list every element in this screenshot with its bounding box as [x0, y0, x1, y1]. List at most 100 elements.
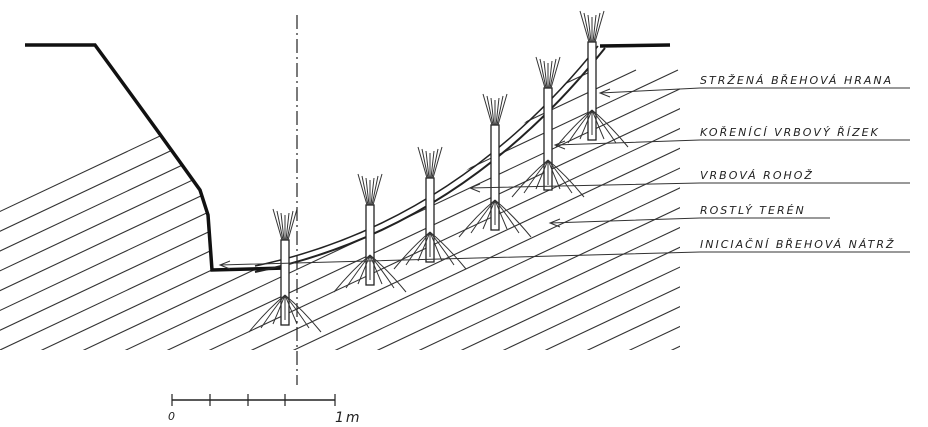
shoot	[543, 60, 548, 89]
root	[458, 199, 496, 238]
root	[547, 159, 585, 198]
hatch-line	[439, 69, 680, 350]
willow-mat	[254, 47, 606, 273]
root	[429, 231, 455, 266]
root	[591, 109, 605, 140]
shoot	[486, 95, 494, 126]
hatch-line	[103, 69, 680, 350]
shoot	[496, 95, 504, 126]
hatch-line	[776, 70, 928, 400]
root	[417, 231, 431, 262]
root	[591, 109, 617, 144]
shoot	[365, 177, 370, 206]
root	[272, 294, 286, 325]
shoot	[430, 150, 435, 179]
shoot	[280, 212, 285, 241]
root	[591, 109, 629, 148]
hatching	[0, 69, 928, 400]
label: VRBOVÁ ROHOŽ	[700, 169, 814, 182]
root	[393, 231, 431, 270]
stakes	[248, 10, 629, 333]
hatch-line	[0, 69, 469, 350]
scale-start: 0	[168, 410, 177, 423]
shoot	[417, 146, 428, 179]
root	[567, 109, 593, 144]
shoot	[593, 12, 601, 43]
label: KOŘENÍCÍ VRBOVÝ ŘÍZEK	[700, 126, 880, 139]
hatch-line	[355, 69, 680, 350]
shoot	[425, 150, 430, 179]
shoot	[361, 175, 369, 206]
label: STRŽENÁ BŘEHOVÁ HRANA	[700, 74, 893, 87]
shoot	[579, 10, 590, 43]
scale-end: 1m	[335, 410, 362, 426]
hatch-line	[0, 69, 343, 350]
root	[284, 294, 298, 325]
shoot	[287, 208, 298, 241]
shoot	[372, 173, 383, 206]
hatch-line	[0, 69, 427, 350]
hatch-line	[734, 70, 928, 400]
shoot	[587, 14, 592, 43]
hatch-line	[0, 69, 553, 350]
shoot	[421, 148, 429, 179]
hatch-line	[692, 70, 928, 400]
leaders: STRŽENÁ BŘEHOVÁ HRANA KOŘENÍCÍ VRBOVÝ ŘÍZ…	[218, 74, 910, 270]
leader-line	[219, 251, 910, 266]
shoot	[497, 93, 508, 126]
shoot	[550, 56, 561, 89]
root	[345, 254, 371, 289]
leader-line	[554, 139, 910, 146]
hatch-line	[397, 69, 680, 350]
bank-top	[599, 43, 671, 48]
root	[429, 231, 467, 270]
root	[284, 294, 310, 329]
root	[357, 254, 371, 285]
scale-ticks	[171, 394, 336, 406]
shoot	[539, 58, 547, 89]
shoot	[370, 177, 375, 206]
root	[547, 159, 573, 194]
shoot	[592, 14, 597, 43]
shoot	[490, 97, 495, 126]
shoot	[371, 175, 379, 206]
root	[523, 159, 549, 194]
root	[511, 159, 549, 198]
hatch-line	[649, 69, 680, 350]
shoot	[431, 148, 439, 179]
shoot	[285, 212, 290, 241]
hatch-line	[0, 69, 679, 350]
root	[369, 254, 407, 293]
shoot	[549, 58, 557, 89]
hatch-line	[0, 69, 385, 350]
arrow-head	[598, 88, 611, 98]
root	[494, 199, 508, 230]
hatch-line	[187, 69, 680, 350]
hatch-line	[818, 70, 928, 400]
hatch-line	[860, 70, 928, 400]
root	[482, 199, 496, 230]
arrow-head	[218, 260, 231, 270]
root	[547, 159, 561, 190]
hatch-line	[565, 69, 680, 350]
root	[248, 294, 286, 333]
root	[284, 294, 322, 333]
shoot	[482, 93, 493, 126]
leader-line	[469, 182, 910, 189]
hatch-line	[523, 69, 680, 350]
hatch-line	[271, 69, 680, 350]
root	[470, 199, 496, 234]
hatch-line	[61, 69, 680, 350]
root	[369, 254, 395, 289]
shoot	[286, 210, 294, 241]
label: INICIAČNÍ BŘEHOVÁ NÁTRŽ	[700, 238, 896, 251]
label: ROSTLÝ TERÉN	[700, 204, 806, 217]
bank-profile	[25, 43, 286, 272]
shoot	[583, 12, 591, 43]
leader-line	[599, 87, 910, 94]
root	[579, 109, 593, 140]
shoot	[432, 146, 443, 179]
shoot	[272, 208, 283, 241]
shoot	[276, 210, 284, 241]
